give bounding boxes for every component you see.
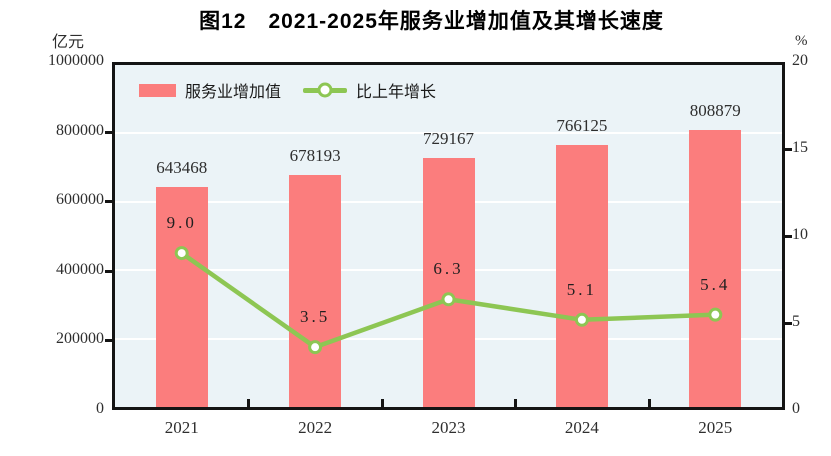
x-axis-category-label: 2024	[564, 418, 599, 437]
right-axis-tick	[785, 148, 792, 151]
bar-value-label: 808879	[689, 101, 741, 121]
x-axis-tick	[380, 399, 384, 407]
right-axis-tick-label: 15	[792, 139, 808, 156]
growth-marker-icon	[308, 340, 323, 355]
right-axis-tick-label: 0	[792, 400, 800, 417]
growth-value-label: 6.3	[433, 259, 464, 279]
bar-2022	[289, 175, 342, 407]
line-marker-icon	[317, 82, 333, 98]
left-axis-tick	[105, 130, 112, 134]
line-series-swatch	[303, 82, 348, 98]
left-axis-tick	[105, 269, 112, 273]
right-axis-tick-label: 20	[792, 52, 808, 69]
plot-inner: 643468 678193 729167 766125 808879 9.0 3.5 6.3 5…	[115, 65, 782, 407]
left-axis-tick-label: 400000	[56, 260, 104, 278]
chart-legend: 服务业增加值 比上年增长	[139, 78, 436, 102]
legend-item-bar: 服务业增加值	[139, 78, 281, 102]
gridline	[115, 132, 782, 135]
x-axis-tick	[514, 399, 518, 407]
right-axis-tick-label: 5	[792, 313, 800, 330]
left-axis-tick-label: 600000	[56, 191, 104, 209]
growth-value-label: 9.0	[166, 213, 197, 233]
bar-value-label: 729167	[423, 128, 474, 148]
bar-value-label: 678193	[289, 146, 341, 166]
growth-marker-icon	[574, 312, 589, 327]
left-axis-tick	[105, 200, 112, 204]
legend-item-line: 比上年增长	[281, 78, 436, 102]
x-axis-tick	[247, 399, 251, 407]
left-axis-tick-label: 1000000	[48, 52, 104, 69]
left-axis-tick-label: 200000	[56, 330, 104, 348]
x-axis-category-label: 2022	[298, 418, 333, 437]
bar-series-label: 服务业增加值	[185, 84, 282, 101]
x-axis-category-label: 2023	[431, 418, 466, 437]
x-axis-category-label: 2021	[164, 418, 199, 437]
growth-value-label: 3.5	[299, 307, 331, 327]
bar-value-label: 766125	[556, 116, 608, 135]
x-axis-category-label: 2025	[698, 418, 733, 437]
line-series-label: 比上年增长	[356, 84, 437, 101]
bar-2024	[555, 145, 608, 407]
x-axis-tick	[647, 399, 651, 407]
bar-2025	[689, 130, 742, 407]
bar-2021	[155, 186, 208, 407]
chart-title: 图12 2021-2025年服务业增加值及其增长速度	[199, 10, 664, 33]
plot-area: 643468 678193 729167 766125 808879 9.0 3.5 6.3 5…	[112, 62, 785, 410]
growth-marker-icon	[174, 246, 189, 261]
left-axis-tick	[105, 339, 112, 343]
growth-value-label: 5.4	[700, 274, 731, 294]
growth-marker-icon	[441, 292, 456, 307]
right-axis-tick	[785, 322, 792, 325]
right-axis-unit-label: %	[795, 33, 808, 49]
right-axis-tick	[785, 235, 792, 238]
growth-line-chart	[174, 246, 723, 355]
left-axis-tick-label: 0	[96, 400, 104, 417]
bar-value-label: 643468	[156, 157, 208, 177]
bar-series-swatch	[139, 83, 176, 97]
right-axis-tick-label: 10	[792, 226, 808, 243]
bar-2023	[422, 157, 475, 407]
left-axis-unit-label: 亿元	[52, 34, 85, 51]
growth-value-label: 5.1	[566, 279, 598, 299]
left-axis-tick-label: 800000	[56, 121, 104, 139]
growth-marker-icon	[708, 307, 723, 322]
